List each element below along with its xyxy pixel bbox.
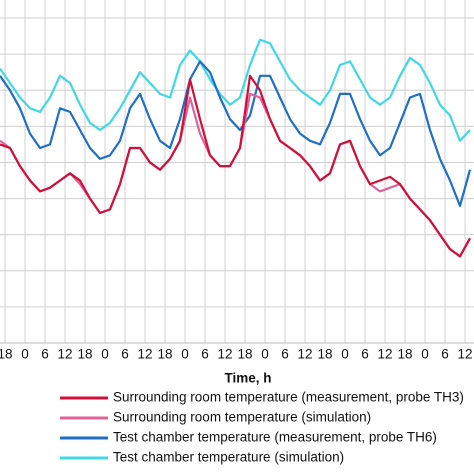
- x-tick-label: 18: [397, 347, 412, 362]
- x-tick-label: 18: [237, 347, 252, 362]
- x-axis-title: Time, h: [224, 371, 271, 386]
- legend-label: Surrounding room temperature (simulation…: [113, 410, 371, 425]
- x-tick-label: 6: [281, 347, 289, 362]
- x-tick-label: 6: [121, 347, 129, 362]
- x-tick-label: 12: [57, 347, 72, 362]
- x-tick-label: 0: [261, 347, 269, 362]
- legend-label: Test chamber temperature (measurement, p…: [113, 430, 437, 445]
- legend-label: Test chamber temperature (simulation): [113, 450, 344, 465]
- series-line: [0, 74, 471, 258]
- x-tick-label: 6: [41, 347, 49, 362]
- x-tick-label: 12: [377, 347, 392, 362]
- x-tick-label: 18: [317, 347, 332, 362]
- x-tick-label: 12: [137, 347, 152, 362]
- legend-label: Surrounding room temperature (measuremen…: [113, 390, 464, 405]
- x-tick-label: 0: [101, 347, 109, 362]
- x-tick-label: 6: [361, 347, 369, 362]
- x-tick-label: 18: [157, 347, 172, 362]
- x-tick-label: 0: [181, 347, 189, 362]
- x-tick-label: 12: [457, 347, 472, 362]
- x-tick-label: 18: [0, 347, 13, 362]
- x-tick-label: 18: [77, 347, 92, 362]
- series-line: [0, 92, 471, 258]
- x-tick-label: 6: [201, 347, 209, 362]
- series-line: [0, 60, 472, 207]
- x-tick-label: 0: [421, 347, 429, 362]
- x-tick-label: 0: [341, 347, 349, 362]
- series-line: [0, 38, 471, 142]
- x-tick-label: 0: [21, 347, 29, 362]
- x-tick-label: 12: [297, 347, 312, 362]
- x-tick-label: 12: [217, 347, 232, 362]
- x-tick-label: 6: [441, 347, 449, 362]
